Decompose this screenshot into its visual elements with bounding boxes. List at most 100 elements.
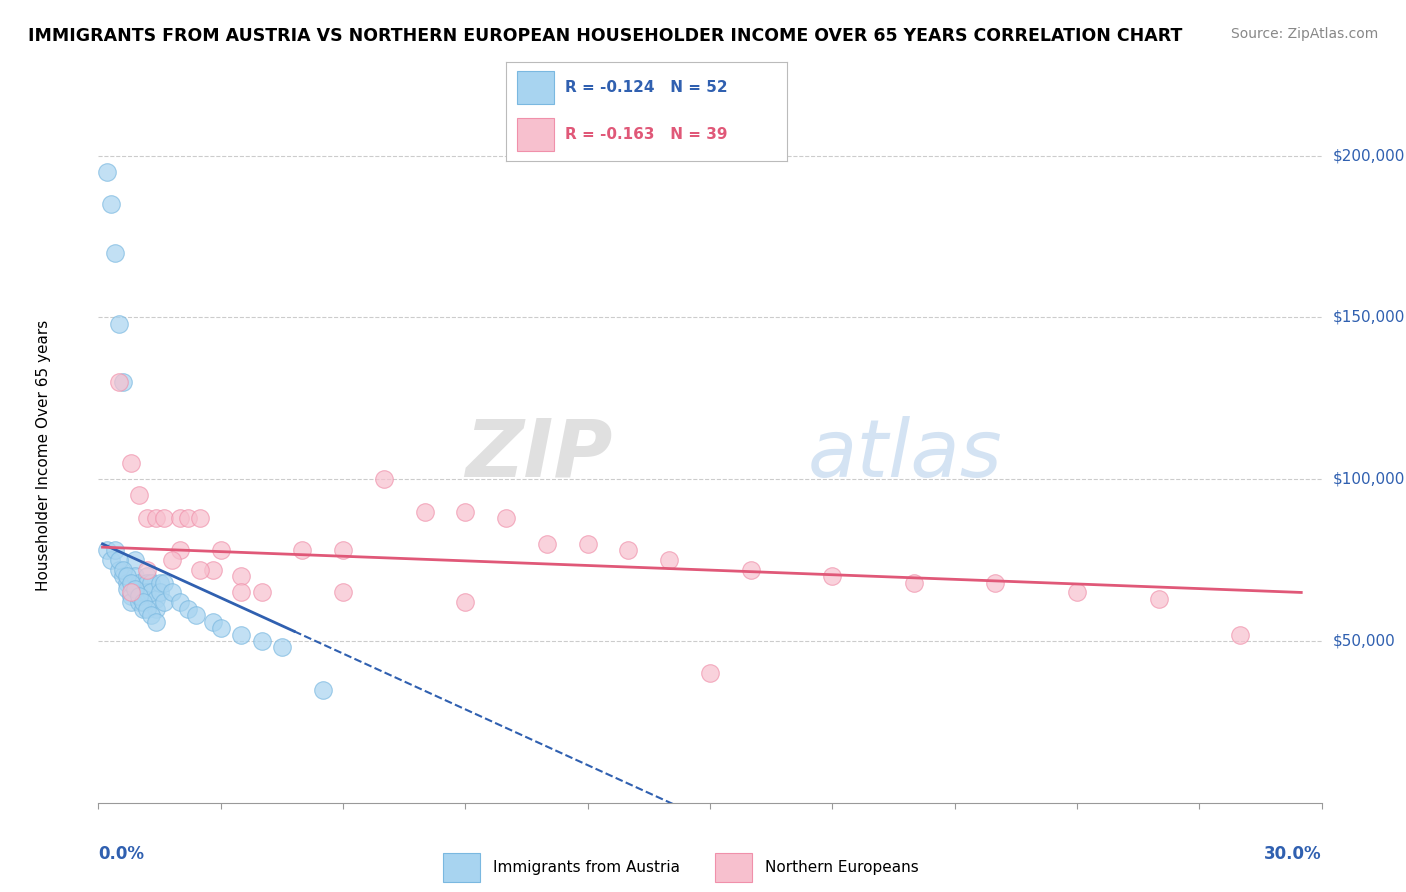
Point bbox=[373, 472, 395, 486]
Point bbox=[617, 543, 640, 558]
Point bbox=[201, 563, 224, 577]
Point bbox=[169, 543, 191, 558]
Point bbox=[132, 585, 155, 599]
Point bbox=[128, 595, 150, 609]
Point bbox=[96, 165, 118, 179]
Bar bbox=[443, 854, 481, 881]
Point bbox=[536, 537, 558, 551]
Point bbox=[231, 585, 253, 599]
Point bbox=[115, 569, 138, 583]
Point bbox=[169, 511, 191, 525]
Point bbox=[100, 197, 122, 211]
Point bbox=[332, 543, 354, 558]
Point bbox=[821, 569, 844, 583]
Point bbox=[120, 585, 142, 599]
Point bbox=[128, 585, 150, 599]
Text: $150,000: $150,000 bbox=[1333, 310, 1405, 325]
Text: $100,000: $100,000 bbox=[1333, 472, 1405, 487]
Point bbox=[128, 589, 150, 603]
Text: $200,000: $200,000 bbox=[1333, 148, 1405, 163]
Point bbox=[903, 575, 925, 590]
Point bbox=[124, 569, 146, 583]
Point bbox=[104, 245, 127, 260]
Point bbox=[250, 634, 273, 648]
Text: 30.0%: 30.0% bbox=[1264, 845, 1322, 863]
Point bbox=[120, 456, 142, 470]
Text: Source: ZipAtlas.com: Source: ZipAtlas.com bbox=[1230, 27, 1378, 41]
Point bbox=[1066, 585, 1088, 599]
Text: R = -0.163   N = 39: R = -0.163 N = 39 bbox=[565, 127, 728, 142]
Point bbox=[149, 575, 172, 590]
Point bbox=[169, 595, 191, 609]
Point bbox=[658, 553, 681, 567]
Point bbox=[96, 543, 118, 558]
Point bbox=[136, 511, 159, 525]
Point bbox=[495, 511, 517, 525]
Point bbox=[111, 569, 134, 583]
Point bbox=[145, 601, 167, 615]
Bar bbox=[716, 854, 752, 881]
Point bbox=[177, 601, 200, 615]
Point bbox=[132, 595, 155, 609]
Point bbox=[984, 575, 1007, 590]
Point bbox=[141, 608, 163, 623]
Point bbox=[149, 585, 172, 599]
Point bbox=[132, 601, 155, 615]
Point bbox=[108, 375, 131, 389]
Point bbox=[120, 589, 142, 603]
Point bbox=[100, 553, 122, 567]
Point bbox=[141, 575, 163, 590]
Point bbox=[136, 601, 159, 615]
Text: 0.0%: 0.0% bbox=[98, 845, 145, 863]
Text: $50,000: $50,000 bbox=[1333, 633, 1396, 648]
Point bbox=[188, 511, 212, 525]
Point bbox=[136, 563, 159, 577]
Point bbox=[115, 575, 138, 590]
Point bbox=[454, 504, 477, 518]
Point bbox=[145, 615, 167, 629]
Point bbox=[1229, 627, 1251, 641]
Bar bbox=[517, 119, 554, 151]
Point bbox=[145, 511, 167, 525]
Point bbox=[250, 585, 273, 599]
Point bbox=[291, 543, 314, 558]
Point bbox=[120, 575, 142, 590]
Point bbox=[186, 608, 208, 623]
Point bbox=[160, 553, 183, 567]
Point bbox=[576, 537, 599, 551]
Point bbox=[209, 621, 232, 635]
Text: Householder Income Over 65 years: Householder Income Over 65 years bbox=[37, 319, 51, 591]
Point bbox=[120, 595, 142, 609]
Point bbox=[152, 595, 174, 609]
Point bbox=[136, 569, 159, 583]
Point bbox=[413, 504, 436, 518]
Point bbox=[108, 563, 131, 577]
Point bbox=[128, 488, 150, 502]
Bar bbox=[517, 71, 554, 103]
Point bbox=[231, 569, 253, 583]
Point bbox=[454, 595, 477, 609]
Point bbox=[141, 585, 163, 599]
Point bbox=[740, 563, 762, 577]
Point bbox=[188, 563, 212, 577]
Point bbox=[136, 585, 159, 599]
Point bbox=[136, 575, 159, 590]
Point bbox=[108, 553, 131, 567]
Point bbox=[124, 553, 146, 567]
Text: IMMIGRANTS FROM AUSTRIA VS NORTHERN EUROPEAN HOUSEHOLDER INCOME OVER 65 YEARS CO: IMMIGRANTS FROM AUSTRIA VS NORTHERN EURO… bbox=[28, 27, 1182, 45]
Point bbox=[145, 591, 167, 606]
Text: Northern Europeans: Northern Europeans bbox=[765, 860, 918, 875]
Point bbox=[1147, 591, 1170, 606]
Text: Immigrants from Austria: Immigrants from Austria bbox=[492, 860, 679, 875]
Point bbox=[111, 375, 134, 389]
Point bbox=[312, 682, 335, 697]
Point bbox=[270, 640, 294, 655]
Point bbox=[201, 615, 224, 629]
Point bbox=[124, 582, 146, 597]
Point bbox=[115, 582, 138, 597]
Point bbox=[108, 317, 131, 331]
Point bbox=[332, 585, 354, 599]
Point bbox=[152, 575, 174, 590]
Point bbox=[160, 585, 183, 599]
Text: R = -0.124   N = 52: R = -0.124 N = 52 bbox=[565, 80, 728, 95]
